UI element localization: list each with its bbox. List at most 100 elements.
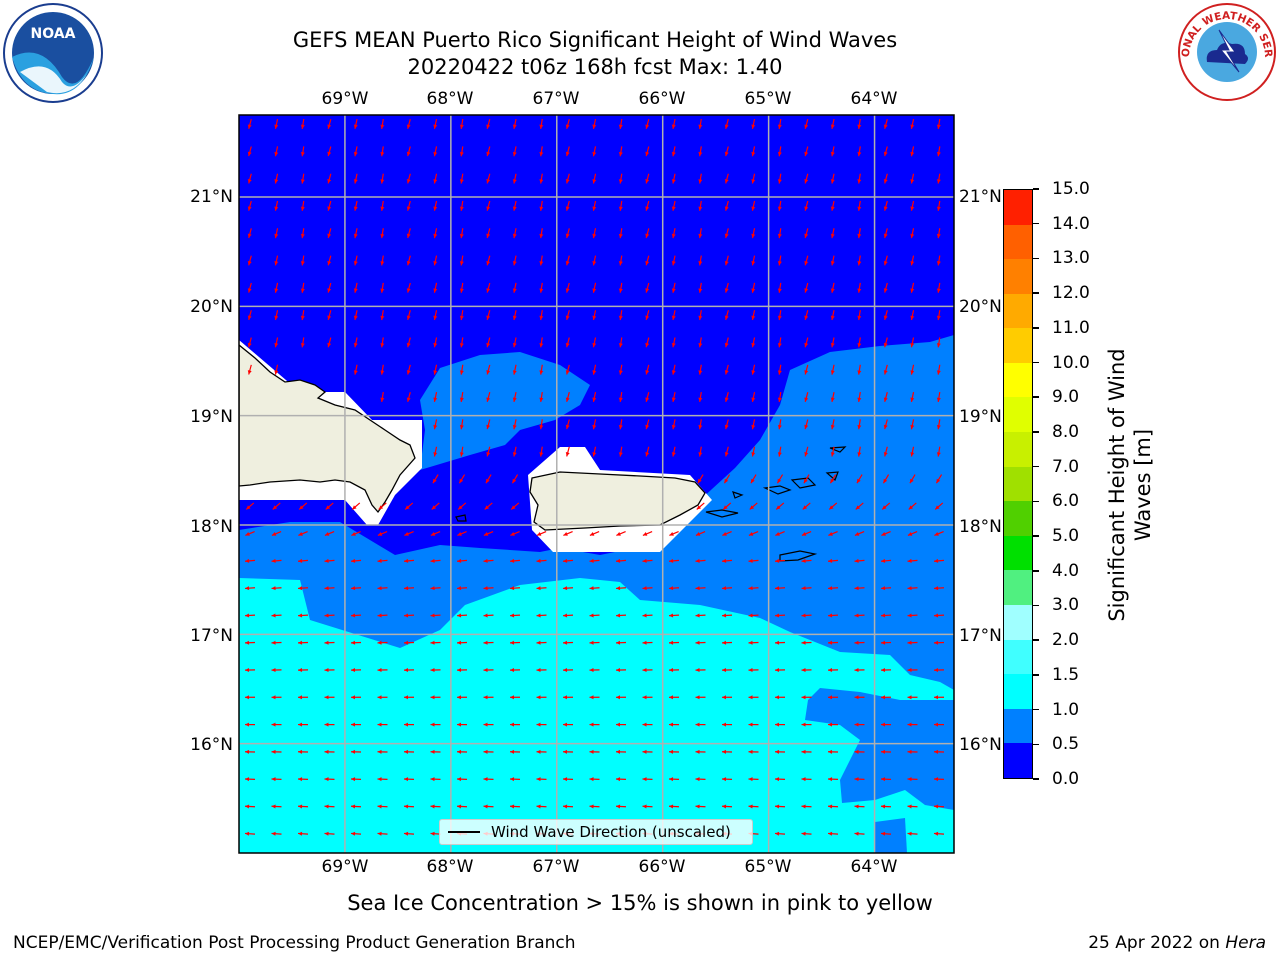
colorbar-tick-label: 8.0 xyxy=(1052,421,1080,442)
wind-wave-arrow xyxy=(830,364,835,375)
wind-wave-arrow xyxy=(721,722,733,727)
wind-wave-arrow xyxy=(698,446,703,457)
wind-wave-arrow xyxy=(828,531,838,536)
wind-wave-arrow xyxy=(406,255,411,266)
wind-wave-arrow xyxy=(801,695,812,700)
wind-wave-arrow xyxy=(933,749,945,754)
wind-wave-arrow xyxy=(857,446,862,457)
colorbar-tick-label: 13.0 xyxy=(1052,248,1090,269)
wind-wave-arrow xyxy=(721,804,733,809)
wind-wave-arrow xyxy=(406,173,411,184)
wind-wave-arrow xyxy=(910,282,915,293)
wind-wave-arrow xyxy=(777,391,782,403)
lat-tick-left: 21°N xyxy=(190,187,233,207)
wind-wave-arrow xyxy=(751,255,756,266)
chart-subtitle: 20220422 t06z 168h fcst Max: 1.40 xyxy=(407,55,783,79)
wind-wave-arrow xyxy=(830,118,835,130)
wind-wave-arrow xyxy=(350,749,362,754)
wind-wave-arrow xyxy=(430,749,441,754)
wind-wave-arrow xyxy=(751,118,756,130)
wind-wave-arrow xyxy=(910,255,915,266)
wind-wave-arrow xyxy=(271,804,282,809)
wind-wave-arrow xyxy=(748,804,759,809)
lon-tick-top: 69°W xyxy=(321,89,369,109)
wind-wave-arrow xyxy=(880,804,892,809)
wind-wave-arrow xyxy=(324,613,335,618)
wind-wave-arrow xyxy=(910,118,915,130)
wind-wave-arrow xyxy=(483,804,494,809)
wind-wave-arrow xyxy=(907,749,918,754)
colorbar-title: Significant Height of Wind Waves [m] xyxy=(1105,348,1155,622)
wind-wave-arrow xyxy=(854,695,865,700)
wind-wave-arrow xyxy=(486,337,491,348)
wind-wave-arrow xyxy=(565,282,570,293)
wind-wave-arrow xyxy=(377,531,388,536)
wind-wave-arrow xyxy=(433,337,438,348)
wind-wave-arrow xyxy=(615,613,627,618)
wind-wave-arrow xyxy=(244,640,256,645)
wind-wave-arrow xyxy=(883,146,888,157)
wind-wave-arrow xyxy=(459,118,464,130)
wind-wave-arrow xyxy=(910,200,915,211)
colorbar-tick-label: 4.0 xyxy=(1052,560,1080,581)
wind-wave-arrow xyxy=(536,695,547,700)
wind-wave-arrow xyxy=(751,173,756,184)
wind-wave-arrow xyxy=(645,392,650,402)
wind-wave-arrow xyxy=(297,722,309,727)
wind-wave-arrow xyxy=(592,310,597,321)
wind-wave-arrow xyxy=(748,531,759,536)
wind-wave-arrow xyxy=(854,586,865,591)
wind-wave-arrow xyxy=(936,337,941,348)
wind-wave-arrow xyxy=(854,804,865,809)
wind-wave-arrow xyxy=(298,531,308,536)
wind-wave-arrow xyxy=(459,391,464,403)
wind-wave-arrow xyxy=(327,146,332,157)
wind-wave-arrow xyxy=(483,613,494,618)
wind-wave-arrow xyxy=(565,200,570,211)
wind-wave-arrow xyxy=(589,668,600,673)
wind-wave-arrow xyxy=(456,640,468,645)
colorbar-segment xyxy=(1004,535,1032,571)
wind-wave-arrow xyxy=(297,831,309,836)
wind-wave-arrow xyxy=(671,118,676,130)
wind-wave-arrow xyxy=(880,831,892,836)
wind-wave-arrow xyxy=(377,749,388,754)
colorbar-tick-mark xyxy=(1033,535,1039,537)
wind-wave-arrow xyxy=(562,640,574,645)
wind-wave-arrow xyxy=(642,777,653,782)
wind-wave-arrow xyxy=(751,337,756,348)
wind-wave-arrow xyxy=(244,777,256,782)
wind-wave-arrow xyxy=(539,419,544,430)
wind-wave-arrow xyxy=(483,722,494,727)
lon-tick-top: 65°W xyxy=(744,89,792,109)
island xyxy=(790,477,817,489)
wind-wave-arrow xyxy=(539,118,544,130)
wind-wave-arrow xyxy=(510,531,520,536)
wind-wave-arrow xyxy=(483,640,494,645)
wind-wave-arrow xyxy=(698,337,703,348)
wind-wave-arrow xyxy=(618,200,623,211)
wind-wave-arrow xyxy=(936,173,941,184)
wind-wave-arrow xyxy=(247,173,252,184)
wind-wave-arrow xyxy=(671,419,676,430)
wind-wave-arrow xyxy=(353,118,358,130)
wind-wave-arrow xyxy=(353,337,358,348)
wind-wave-arrow xyxy=(936,446,941,457)
wind-wave-arrow xyxy=(801,586,812,591)
wind-wave-arrow xyxy=(433,446,438,457)
wind-wave-arrow xyxy=(327,310,332,321)
wind-wave-arrow xyxy=(801,640,812,645)
wind-wave-arrow xyxy=(592,391,597,403)
wind-wave-arrow xyxy=(668,722,680,727)
wind-wave-arrow xyxy=(854,668,865,673)
wind-wave-arrow xyxy=(668,558,680,563)
wind-wave-arrow xyxy=(244,749,256,754)
wind-wave-arrow xyxy=(244,804,256,809)
wind-wave-arrow xyxy=(748,668,759,673)
wind-wave-arrow xyxy=(432,474,439,484)
wind-wave-arrow xyxy=(271,695,282,700)
wind-wave-arrow xyxy=(456,695,468,700)
colorbar-tick-mark xyxy=(1033,257,1039,260)
island xyxy=(455,514,467,522)
